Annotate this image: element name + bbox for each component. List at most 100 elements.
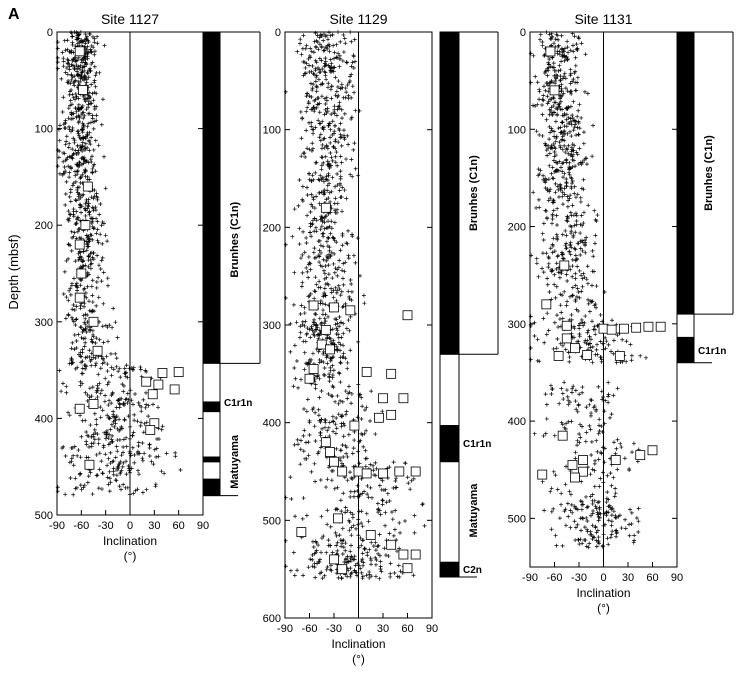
data-point-plus — [594, 506, 599, 511]
data-point-square — [88, 316, 99, 327]
data-point-plus — [78, 195, 83, 200]
data-point-plus — [393, 485, 398, 490]
data-point-plus — [636, 530, 641, 535]
data-point-square — [147, 389, 158, 400]
data-point-plus — [346, 96, 351, 101]
data-point-plus — [322, 145, 327, 150]
data-point-plus — [553, 100, 558, 105]
data-point-plus — [100, 361, 105, 366]
data-point-plus — [64, 66, 69, 71]
data-point-plus — [528, 357, 533, 362]
data-point-square — [559, 260, 570, 271]
data-point-plus — [124, 396, 129, 401]
data-point-plus — [80, 144, 85, 149]
data-point-plus — [568, 508, 573, 513]
data-point-square — [553, 351, 564, 361]
data-point-plus — [301, 73, 306, 78]
data-point-plus — [127, 449, 132, 454]
data-point-plus — [122, 417, 127, 422]
data-point-plus — [573, 88, 578, 93]
data-point-plus — [113, 421, 118, 426]
data-point-plus — [62, 38, 67, 43]
data-point-plus — [337, 100, 342, 105]
data-point-square — [582, 350, 593, 360]
data-point-plus — [600, 430, 605, 435]
data-point-plus — [585, 281, 590, 286]
data-point-plus — [558, 99, 563, 104]
data-point-plus — [313, 410, 318, 415]
data-point-plus — [556, 126, 561, 131]
data-point-plus — [595, 510, 600, 515]
data-point-plus — [556, 43, 561, 48]
data-point-plus — [337, 64, 342, 69]
data-point-plus — [78, 79, 83, 84]
data-point-plus — [394, 476, 399, 481]
data-point-plus — [329, 356, 334, 361]
data-point-plus — [320, 576, 325, 581]
data-point-plus — [74, 109, 79, 114]
data-point-plus — [321, 244, 326, 249]
data-point-plus — [330, 235, 335, 240]
data-point-plus — [595, 500, 600, 505]
data-point-plus — [344, 157, 349, 162]
x-tick-label: -30 — [98, 520, 114, 532]
data-point-plus — [336, 370, 341, 375]
data-point-plus — [333, 137, 338, 142]
data-point-plus — [588, 427, 593, 432]
data-point-plus — [349, 401, 354, 406]
data-point-plus — [60, 109, 65, 114]
data-point-square — [386, 368, 397, 379]
data-point-plus — [565, 501, 570, 506]
data-point-plus — [104, 354, 109, 359]
data-point-plus — [337, 188, 342, 193]
data-point-plus — [110, 439, 115, 444]
data-point-plus — [366, 495, 371, 500]
data-point-plus — [316, 239, 321, 244]
data-point-plus — [532, 320, 537, 325]
data-point-plus — [85, 70, 90, 75]
data-point-plus — [303, 319, 308, 324]
data-point-plus — [77, 119, 82, 124]
data-point-plus — [568, 525, 573, 530]
x-axis-unit: (°) — [597, 601, 610, 615]
data-point-plus — [560, 107, 565, 112]
data-point-plus — [108, 461, 113, 466]
data-point-plus — [373, 562, 378, 567]
data-point-plus — [351, 494, 356, 499]
data-point-plus — [321, 351, 326, 356]
data-point-plus — [84, 77, 89, 82]
data-point-square — [643, 321, 654, 332]
data-point-square — [365, 530, 376, 540]
data-point-plus — [310, 141, 315, 146]
data-point-plus — [313, 382, 318, 387]
data-point-plus — [85, 56, 90, 61]
data-point-plus — [592, 404, 597, 409]
data-point-plus — [330, 384, 335, 389]
data-point-plus — [81, 157, 86, 162]
data-point-plus — [634, 516, 639, 521]
data-point-plus — [89, 221, 94, 226]
y-tick-label: 300 — [263, 320, 281, 332]
data-point-plus — [368, 556, 373, 561]
data-point-plus — [595, 449, 600, 454]
data-point-plus — [590, 536, 595, 541]
data-point-plus — [90, 385, 95, 390]
data-point-plus — [582, 89, 587, 94]
data-point-plus — [571, 148, 576, 153]
data-point-plus — [576, 309, 581, 314]
data-point-plus — [91, 147, 96, 152]
data-point-plus — [288, 349, 293, 354]
data-point-plus — [553, 181, 558, 186]
data-point-plus — [398, 569, 403, 574]
data-point-plus — [338, 448, 343, 453]
data-point-plus — [301, 406, 306, 411]
data-point-plus — [159, 469, 164, 474]
data-point-plus — [322, 373, 327, 378]
data-point-plus — [339, 143, 344, 148]
data-point-plus — [317, 135, 322, 140]
data-point-plus — [609, 519, 614, 524]
data-point-plus — [72, 444, 77, 449]
data-point-plus — [90, 237, 95, 242]
data-point-plus — [305, 91, 310, 96]
data-point-plus — [328, 135, 333, 140]
